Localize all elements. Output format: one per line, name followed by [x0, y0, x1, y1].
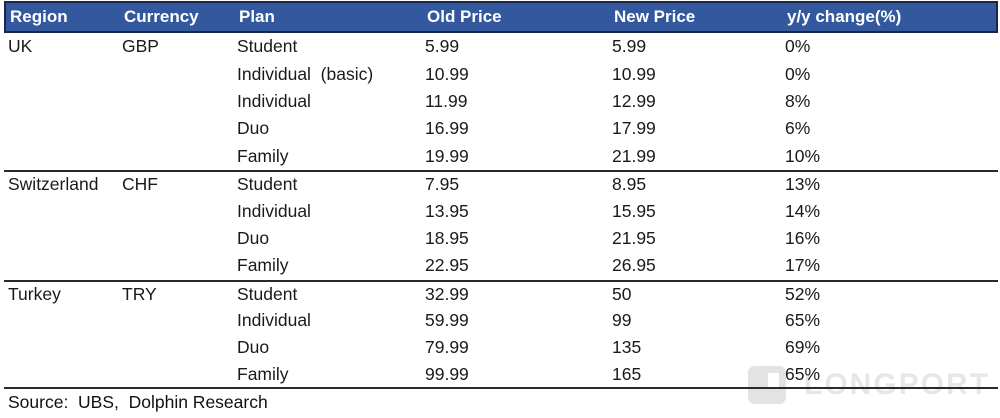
longport-watermark-label: LONGPORT: [804, 368, 990, 401]
cell-old-price: 19.99: [425, 145, 469, 166]
cell-plan: Family: [237, 145, 289, 166]
cell-yy-change: 16%: [785, 227, 821, 248]
column-header-old-price: Old Price: [427, 7, 502, 26]
table-row: Individual (basic) 10.99 10.99 0%: [4, 60, 998, 87]
cell-yy-change: 65%: [785, 310, 821, 331]
cell-new-price: 165: [612, 363, 642, 384]
column-header-yy-change: y/y change(%): [787, 7, 902, 26]
cell-old-price: 32.99: [425, 283, 469, 304]
cell-region: Switzerland: [8, 174, 99, 195]
cell-plan: Student: [237, 283, 298, 304]
table-header-row: Region Currency Plan Old Price New Price…: [4, 1, 998, 33]
table-row: Duo 18.95 21.95 16%: [4, 225, 998, 252]
cell-yy-change: 10%: [785, 145, 821, 166]
table-row: Switzerland CHF Student 7.95 8.95 13%: [4, 169, 998, 197]
cell-old-price: 13.95: [425, 200, 469, 221]
cell-plan: Student: [237, 36, 298, 57]
cell-plan: Student: [237, 174, 298, 195]
table-row: UK GBP Student 5.99 5.99 0%: [4, 33, 998, 60]
cell-plan: Duo: [237, 227, 270, 248]
cell-old-price: 59.99: [425, 310, 469, 331]
cell-new-price: 135: [612, 337, 642, 358]
column-header-new-price: New Price: [614, 7, 696, 26]
table-row: Individual 13.95 15.95 14%: [4, 197, 998, 224]
cell-old-price: 16.99: [425, 118, 469, 139]
cell-new-price: 17.99: [612, 118, 656, 139]
cell-new-price: 15.95: [612, 200, 656, 221]
cell-old-price: 99.99: [425, 363, 469, 384]
cell-new-price: 5.99: [612, 36, 647, 57]
longport-watermark: LONGPORT: [748, 366, 990, 404]
cell-currency: CHF: [122, 174, 158, 195]
cell-plan: Family: [237, 255, 289, 276]
cell-currency: GBP: [122, 36, 159, 57]
table-row: Individual 59.99 99 65%: [4, 307, 998, 334]
cell-region: UK: [8, 36, 33, 57]
cell-plan: Individual: [237, 310, 311, 331]
cell-new-price: 12.99: [612, 90, 656, 111]
cell-plan: Duo: [237, 337, 270, 358]
table-row: Family 99.99 165 65%: [4, 362, 998, 390]
cell-new-price: 99: [612, 310, 632, 331]
cell-new-price: 21.99: [612, 145, 656, 166]
column-header-region: Region: [10, 7, 68, 26]
cell-new-price: 21.95: [612, 227, 656, 248]
column-header-currency: Currency: [124, 7, 199, 26]
cell-yy-change: 52%: [785, 283, 821, 304]
table-row: Duo 79.99 135 69%: [4, 334, 998, 361]
cell-old-price: 79.99: [425, 337, 469, 358]
cell-old-price: 7.95: [425, 174, 460, 195]
cell-new-price: 8.95: [612, 174, 647, 195]
cell-old-price: 5.99: [425, 36, 460, 57]
pricing-table: Region Currency Plan Old Price New Price…: [4, 1, 998, 415]
table-row: Family 19.99 21.99 10%: [4, 143, 998, 170]
longport-logo-icon: [748, 366, 786, 404]
cell-plan: Individual (basic): [237, 63, 374, 84]
cell-old-price: 10.99: [425, 63, 469, 84]
cell-region: Turkey: [8, 283, 61, 304]
column-header-plan: Plan: [239, 7, 275, 26]
cell-yy-change: 8%: [785, 90, 811, 111]
table-row: Family 22.95 26.95 17%: [4, 252, 998, 279]
cell-plan: Individual: [237, 90, 311, 111]
cell-new-price: 10.99: [612, 63, 656, 84]
cell-yy-change: 17%: [785, 255, 821, 276]
cell-currency: TRY: [122, 283, 157, 304]
cell-yy-change: 6%: [785, 118, 811, 139]
cell-yy-change: 13%: [785, 174, 821, 195]
table-row: Turkey TRY Student 32.99 50 52%: [4, 279, 998, 307]
source-note: Source: UBS, Dolphin Research: [8, 391, 268, 412]
cell-plan: Duo: [237, 118, 270, 139]
cell-new-price: 50: [612, 283, 632, 304]
cell-new-price: 26.95: [612, 255, 656, 276]
table-row: Duo 16.99 17.99 6%: [4, 115, 998, 142]
cell-yy-change: 0%: [785, 63, 811, 84]
cell-plan: Family: [237, 363, 289, 384]
cell-yy-change: 0%: [785, 36, 811, 57]
cell-yy-change: 69%: [785, 337, 821, 358]
cell-old-price: 18.95: [425, 227, 469, 248]
table-row: Individual 11.99 12.99 8%: [4, 88, 998, 115]
cell-old-price: 22.95: [425, 255, 469, 276]
cell-old-price: 11.99: [425, 90, 468, 111]
cell-plan: Individual: [237, 200, 311, 221]
cell-yy-change: 14%: [785, 200, 821, 221]
cell-yy-change: 65%: [785, 363, 821, 384]
